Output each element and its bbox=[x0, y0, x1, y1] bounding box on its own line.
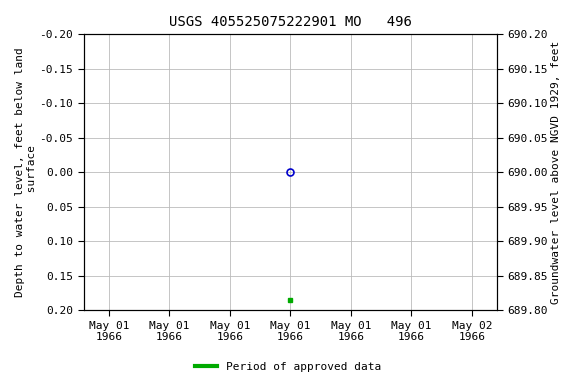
Y-axis label: Groundwater level above NGVD 1929, feet: Groundwater level above NGVD 1929, feet bbox=[551, 41, 561, 304]
Title: USGS 405525075222901 MO   496: USGS 405525075222901 MO 496 bbox=[169, 15, 412, 29]
Legend: Period of approved data: Period of approved data bbox=[191, 358, 385, 377]
Y-axis label: Depth to water level, feet below land
 surface: Depth to water level, feet below land su… bbox=[15, 47, 37, 297]
